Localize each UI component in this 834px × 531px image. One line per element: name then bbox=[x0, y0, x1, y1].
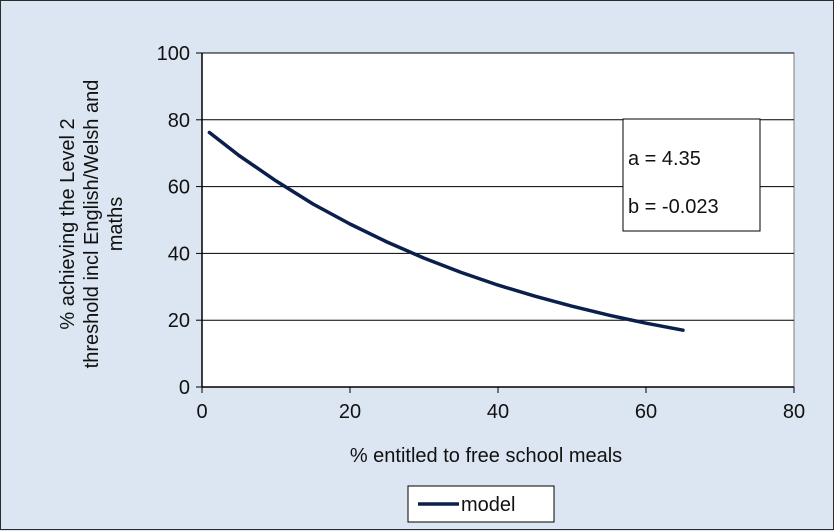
x-tick-label-80: 80 bbox=[783, 401, 805, 423]
x-tick-label-60: 60 bbox=[635, 401, 657, 423]
x-ticks: 0 20 40 60 80 bbox=[196, 387, 805, 423]
x-tick-label-40: 40 bbox=[487, 401, 509, 423]
gridlines bbox=[202, 52, 794, 321]
y-tick-label-80: 80 bbox=[168, 110, 190, 132]
y-axis-title-line-1: % achieving the Level 2 bbox=[57, 118, 79, 329]
y-axis-title: % achieving the Level 2 threshold incl E… bbox=[57, 80, 127, 369]
parameter-annotation-box: a = 4.35 b = -0.023 bbox=[622, 118, 761, 232]
y-tick-label-40: 40 bbox=[168, 243, 190, 265]
x-tick-label-0: 0 bbox=[196, 401, 207, 423]
legend: model bbox=[407, 485, 555, 523]
y-tick-label-60: 60 bbox=[168, 177, 190, 199]
y-axis-title-line-2: threshold incl English/Welsh and bbox=[81, 80, 103, 369]
series-layer bbox=[207, 130, 685, 332]
series-line-model bbox=[207, 130, 685, 332]
x-tick-label-20: 20 bbox=[339, 401, 361, 423]
y-tick-label-20: 20 bbox=[168, 310, 190, 332]
annotation-a: a = 4.35 bbox=[628, 148, 701, 170]
y-tick-label-100: 100 bbox=[157, 43, 190, 65]
y-ticks: 0 20 40 60 80 100 bbox=[157, 43, 202, 399]
y-axis-title-line-3: maths bbox=[105, 197, 127, 251]
x-axis-title: % entitled to free school meals bbox=[350, 445, 622, 467]
y-tick-label-0: 0 bbox=[179, 377, 190, 399]
annotation-b: b = -0.023 bbox=[628, 196, 719, 218]
legend-label-model: model bbox=[461, 494, 515, 516]
